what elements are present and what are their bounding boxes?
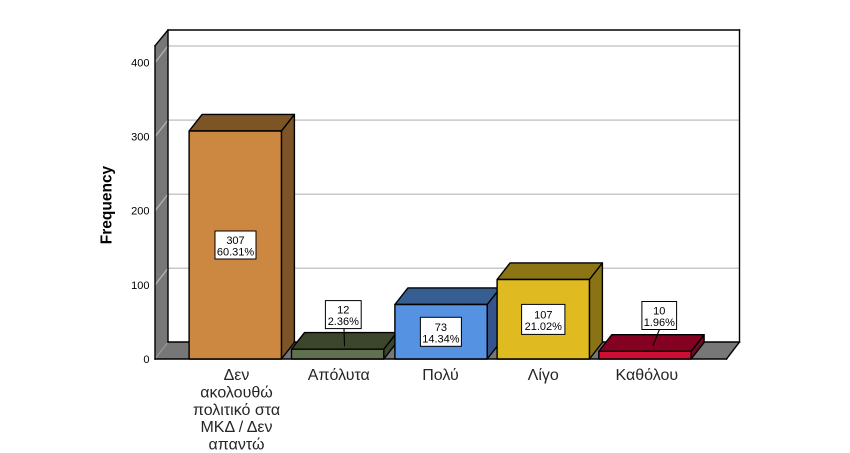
svg-text:Δεν: Δεν bbox=[224, 367, 250, 384]
svg-text:Frequency: Frequency bbox=[99, 165, 116, 244]
svg-text:14.34%: 14.34% bbox=[422, 333, 460, 345]
svg-text:200: 200 bbox=[131, 206, 149, 218]
svg-text:107: 107 bbox=[534, 309, 552, 321]
svg-text:300: 300 bbox=[131, 132, 149, 144]
svg-text:10: 10 bbox=[653, 306, 665, 318]
svg-text:2.36%: 2.36% bbox=[328, 316, 359, 328]
svg-text:απαντώ: απαντώ bbox=[209, 437, 265, 453]
svg-text:12: 12 bbox=[337, 305, 349, 317]
svg-text:0: 0 bbox=[143, 354, 149, 366]
svg-text:73: 73 bbox=[435, 322, 447, 334]
svg-text:Απόλυτα: Απόλυτα bbox=[308, 367, 370, 384]
svg-text:πολιτικό στα: πολιτικό στα bbox=[193, 402, 280, 419]
svg-text:Πολύ: Πολύ bbox=[422, 367, 459, 384]
svg-text:100: 100 bbox=[131, 280, 149, 292]
svg-text:60.31%: 60.31% bbox=[217, 247, 255, 259]
svg-text:21.02%: 21.02% bbox=[525, 321, 563, 333]
svg-text:Καθόλου: Καθόλου bbox=[615, 367, 678, 384]
svg-text:307: 307 bbox=[226, 235, 244, 247]
svg-text:400: 400 bbox=[131, 58, 149, 70]
svg-text:ακολουθώ: ακολουθώ bbox=[200, 384, 272, 401]
svg-text:1.96%: 1.96% bbox=[644, 317, 675, 329]
svg-text:Λίγο: Λίγο bbox=[528, 367, 559, 384]
svg-text:ΜΚΔ / Δεν: ΜΚΔ / Δεν bbox=[200, 419, 272, 436]
